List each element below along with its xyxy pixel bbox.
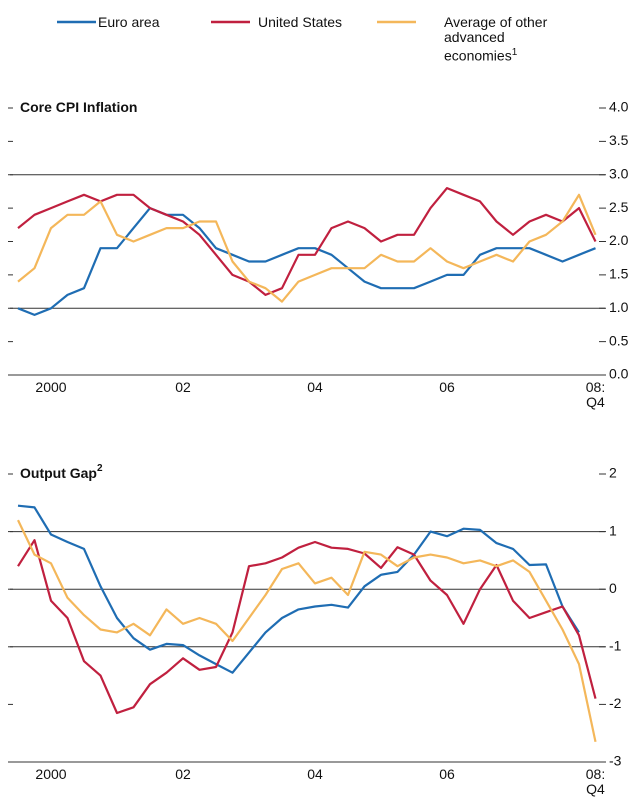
- series-line: [17, 504, 580, 674]
- x-tick-label: 2000: [35, 379, 67, 395]
- x-tick-label: 02: [175, 766, 191, 782]
- chart-title: Output Gap2: [20, 463, 103, 481]
- title-text: Core CPI Inflation: [20, 99, 137, 115]
- legend-text: Average of other advanced economies: [444, 14, 548, 64]
- y-tick-label: 2.0: [609, 232, 629, 248]
- y-tick-label: 2: [609, 465, 617, 481]
- x-tick-label: 08: Q4: [585, 766, 606, 797]
- y-tick-label: 3.0: [609, 165, 629, 181]
- y-tick-label: 0.5: [609, 332, 629, 348]
- x-tick-label: 08: Q4: [585, 379, 606, 410]
- legend-label: United States: [258, 15, 388, 30]
- series-line: [17, 187, 597, 296]
- x-tick-label: 06: [439, 379, 455, 395]
- footnote-mark: 2: [97, 463, 103, 474]
- y-tick-label: -3: [609, 753, 622, 769]
- y-tick-label: 0: [609, 580, 617, 596]
- y-tick-label: -2: [609, 695, 622, 711]
- x-tick-label: 06: [439, 766, 455, 782]
- x-tick-label: 2000: [35, 766, 67, 782]
- legend-text: United States: [258, 14, 343, 30]
- y-tick-label: -1: [609, 638, 622, 654]
- y-tick-label: 1.5: [609, 266, 629, 282]
- chart-title: Core CPI Inflation: [20, 99, 137, 115]
- legend-label: Euro area: [98, 15, 228, 30]
- y-tick-label: 0.0: [609, 366, 629, 382]
- y-tick-label: 4.0: [609, 99, 629, 115]
- x-tick-label: 04: [307, 379, 323, 395]
- series-line: [17, 539, 597, 715]
- y-tick-label: 2.5: [609, 199, 629, 215]
- legend-text: Euro area: [98, 14, 160, 30]
- series-line: [17, 193, 597, 303]
- legend-label: Average of other advanced economies1: [444, 15, 574, 64]
- x-tick-label: 04: [307, 766, 323, 782]
- x-tick-label: 02: [175, 379, 191, 395]
- y-tick-label: 1.0: [609, 299, 629, 315]
- y-tick-label: 1: [609, 522, 617, 538]
- title-text: Output Gap: [20, 465, 97, 481]
- series-line: [17, 519, 597, 743]
- y-tick-label: 3.5: [609, 132, 629, 148]
- footnote-mark: 1: [511, 47, 518, 58]
- series-line: [17, 207, 596, 316]
